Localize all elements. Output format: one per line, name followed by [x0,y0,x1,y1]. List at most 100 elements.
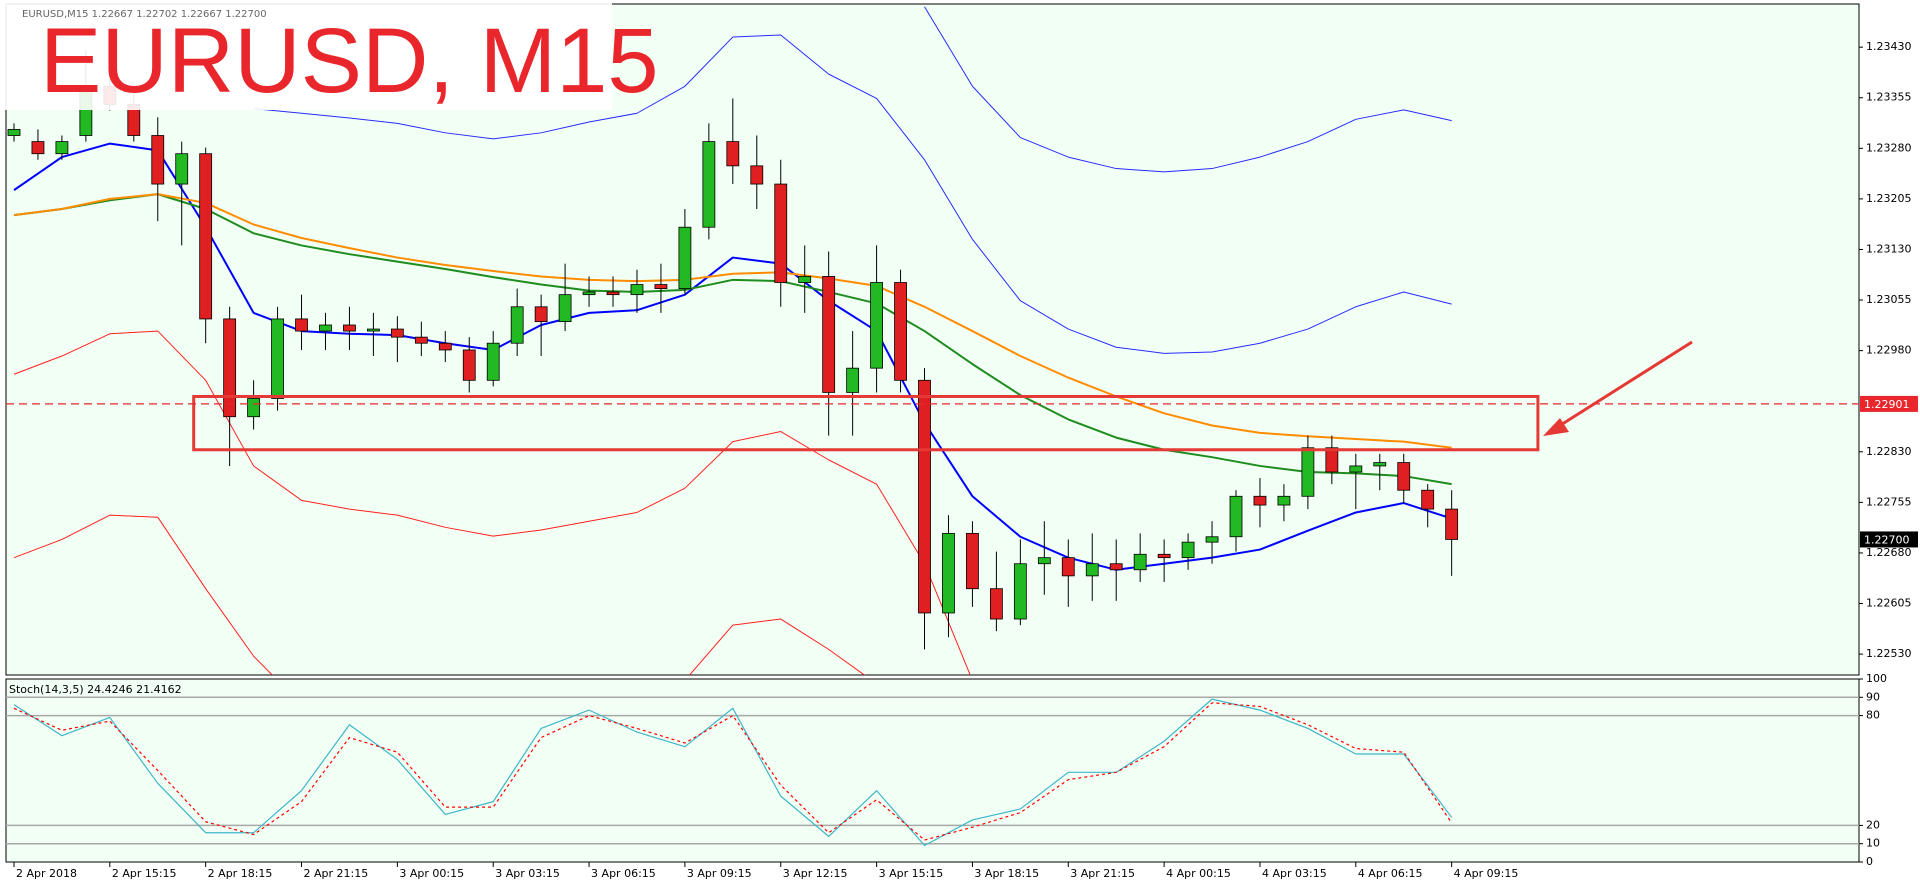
x-tick-label: 3 Apr 15:15 [879,867,944,880]
candle-body [702,141,716,228]
candle-body [989,588,1003,620]
candle-body [151,135,165,185]
candle-body [894,282,907,381]
x-tick-label: 2 Apr 21:15 [304,867,369,880]
x-tick-label: 3 Apr 00:15 [399,867,464,880]
candle-body [295,318,308,332]
y-tick-label: 1.23205 [1866,192,1912,205]
candle-body [1037,557,1051,565]
stoch-layer [6,696,1859,847]
indicator-line [13,193,1452,449]
x-tick-label: 3 Apr 03:15 [495,867,560,880]
y-tick-label: 1.23430 [1866,40,1912,53]
candle-body [1157,553,1171,559]
chart-title: EURUSD, M15 [40,10,659,112]
candle-body [247,398,260,418]
y-tick-label: 1.22680 [1866,546,1912,559]
y-tick-label: 1.22830 [1866,445,1912,458]
y-tick-label: 1.23280 [1866,141,1912,154]
candle-body [7,129,21,136]
candle-body [1253,495,1267,506]
arrow [1555,340,1693,430]
x-tick-label: 3 Apr 21:15 [1070,867,1135,880]
y-tick-label: 0 [1866,855,1873,868]
indicator-line [253,34,1452,354]
zone-box [192,394,1540,452]
x-tick-label: 4 Apr 06:15 [1358,867,1423,880]
x-tick-label: 4 Apr 09:15 [1454,867,1519,880]
candle-body [822,276,836,393]
x-tick-label: 2 Apr 15:15 [112,867,177,880]
candle-body [1421,489,1435,510]
candle-body [1397,462,1411,491]
y-tick-label: 90 [1866,690,1880,703]
candle-body [558,294,572,323]
x-tick-label: 3 Apr 06:15 [591,867,656,880]
y-tick-label: 1.22605 [1866,597,1912,610]
x-tick-label: 4 Apr 03:15 [1262,867,1327,880]
candle-body [966,532,979,590]
x-tick-label: 2 Apr 18:15 [208,867,273,880]
candle-body [534,306,548,323]
candle-body [390,328,404,338]
stoch-plot [5,678,1860,863]
candle-body [510,306,524,344]
stoch-title: Stoch(14,3,5) 24.4246 21.4162 [9,683,182,696]
main-plot [5,3,1860,676]
candle-body [774,183,788,283]
y-tick-label: 1.22980 [1866,344,1912,357]
candle-body [199,153,213,320]
candle-body [271,318,284,399]
y-tick-label: 1.23055 [1866,293,1912,306]
title-box [0,0,612,110]
candle-body [678,226,692,289]
price-label: 1.22901 [1864,398,1910,411]
candle-body [486,342,500,381]
candle-body [1085,563,1099,577]
candle-body [1445,508,1459,540]
x-tick-label: 4 Apr 00:15 [1166,867,1231,880]
symbol-info: EURUSD,M15 1.22667 1.22702 1.22667 1.227… [22,9,267,20]
main-layer [6,6,1859,675]
price-label-box [1860,531,1918,548]
stoch-line [13,698,1453,847]
candle-body [918,379,931,614]
x-tick-label: 3 Apr 12:15 [783,867,848,880]
candle-body [654,284,668,289]
candle-body [1301,447,1315,497]
price-label-box [1860,395,1918,412]
candle-body [726,141,740,167]
indicator-line [13,193,1452,486]
x-tick-label: 3 Apr 18:15 [974,867,1039,880]
axis-layer: 1.22530 1.22605 1.22680 1.22755 1.22830 1.229… [13,40,1918,880]
candle-body [1109,563,1123,571]
candle-body [942,532,955,614]
candle-body [870,282,883,369]
x-tick-label: 3 Apr 09:15 [687,867,752,880]
candle-body [846,367,860,393]
y-tick-label: 10 [1866,837,1880,850]
y-tick-label: 1.23355 [1866,91,1912,104]
indicator-line [13,514,866,675]
y-tick-label: 1.23130 [1866,242,1912,255]
arrow-head [1543,418,1569,436]
y-tick-label: 100 [1866,672,1887,685]
candle-body [343,324,356,332]
candle-body [630,284,644,296]
candle-body [1133,553,1147,571]
candle-body [1373,462,1387,467]
candle-body [1061,557,1075,577]
stoch-line [13,702,1453,841]
candle-body [414,336,428,344]
candle-body [798,276,812,283]
y-tick-label: 80 [1866,709,1880,722]
candle-body [319,324,332,332]
price-label: 1.22700 [1864,533,1910,546]
y-tick-label: 1.22530 [1866,647,1912,660]
y-tick-label: 20 [1866,818,1880,831]
candle-body [1205,536,1219,543]
x-tick-label: 2 Apr 2018 [16,867,77,880]
candle-body [1013,563,1027,620]
